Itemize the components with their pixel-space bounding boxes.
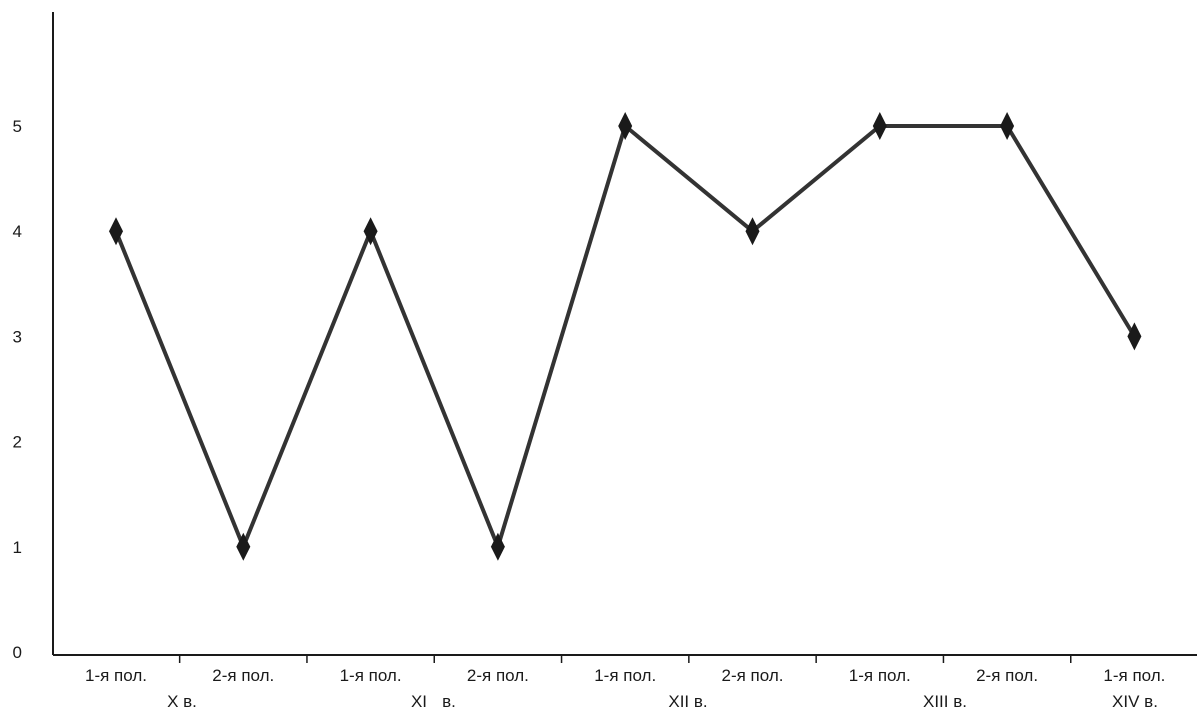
x-category-label: 2-я пол. <box>212 666 274 685</box>
x-category-label: 1-я пол. <box>849 666 911 685</box>
y-tick-label: 1 <box>13 538 22 557</box>
data-point-marker <box>490 532 505 561</box>
chart-axes <box>52 12 1197 656</box>
data-point-marker <box>236 532 251 561</box>
x-category-label: 1-я пол. <box>1103 666 1165 685</box>
y-tick-label: 0 <box>13 643 22 662</box>
series-line <box>114 124 1137 549</box>
series-line-group <box>114 124 1137 549</box>
x-century-label: XIV в. <box>1112 692 1158 711</box>
x-category-label: 1-я пол. <box>594 666 656 685</box>
y-axis-ticks: 0 1 2 3 4 5 <box>13 117 22 662</box>
data-point-marker <box>1000 112 1015 140</box>
y-tick-label: 4 <box>13 222 22 241</box>
y-tick-label: 3 <box>13 327 22 346</box>
data-point-marker <box>872 112 887 140</box>
x-category-label: 1-я пол. <box>85 666 147 685</box>
x-century-label: X в. <box>167 692 197 711</box>
x-century-label: XI <box>411 692 427 711</box>
data-point-marker <box>745 217 760 246</box>
x-axis-ticks: 1-я пол. 2-я пол. 1-я пол. 2-я пол. 1-я пол.… <box>85 655 1165 711</box>
x-century-label: XII в. <box>668 692 707 711</box>
x-category-label: 2-я пол. <box>467 666 529 685</box>
data-point-marker <box>1127 322 1142 351</box>
y-tick-label: 2 <box>13 433 22 452</box>
data-point-marker <box>109 217 123 246</box>
x-century-label: в. <box>442 692 456 711</box>
series-markers <box>109 112 1142 561</box>
x-category-label: 1-я пол. <box>340 666 402 685</box>
data-point-marker <box>363 217 378 246</box>
x-category-label: 2-я пол. <box>976 666 1038 685</box>
data-point-marker <box>618 112 633 140</box>
x-century-label: XIII в. <box>923 692 967 711</box>
y-tick-label: 5 <box>13 117 22 136</box>
x-category-label: 2-я пол. <box>722 666 784 685</box>
